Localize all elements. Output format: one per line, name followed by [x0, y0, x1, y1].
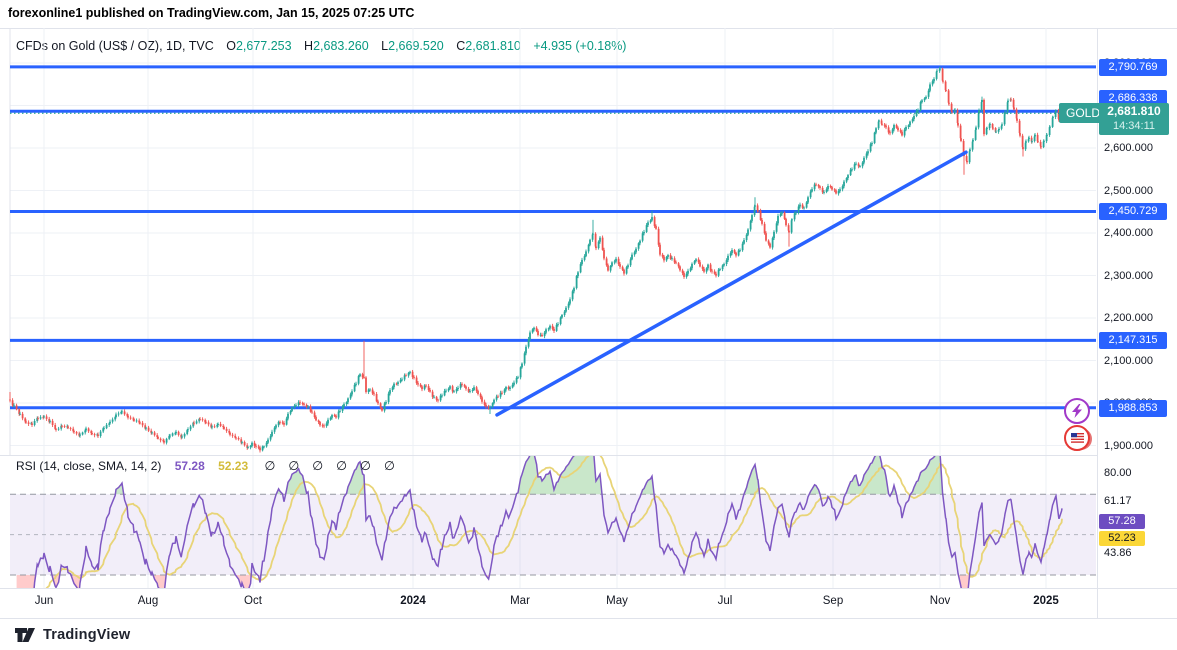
lightning-event-icon[interactable] [1064, 398, 1090, 424]
level-price-badge: 2,147.315 [1099, 332, 1167, 350]
price-change: +4.935 (+0.18%) [533, 39, 627, 53]
rsi-axis-80: 80.00 [1104, 467, 1132, 479]
symbol-info-bar[interactable]: CFDs on Gold (US$ / OZ), 1D, TVC O2,677.… [16, 39, 626, 53]
time-axis-separator [0, 588, 1177, 589]
rsi-axis-lower: 43.86 [1104, 547, 1132, 559]
rsi-title[interactable]: RSI (14, close, SMA, 14, 2) [16, 459, 162, 473]
rsi-null-glyph: ∅ [312, 459, 324, 473]
rsi-overbought-fill [115, 455, 943, 495]
rsi-null-glyph: ∅ [383, 459, 395, 473]
tradingview-logo-icon [15, 628, 35, 642]
ohlc-low: L2,669.520 [381, 39, 444, 53]
main-chart-canvas[interactable] [0, 28, 1097, 455]
rsi-null-glyph: ∅ [360, 459, 371, 473]
symbol-title[interactable]: CFDs on Gold (US$ / OZ), 1D, TVC [16, 39, 214, 53]
header-separator [0, 28, 1177, 29]
rsi-null-values: ∅ ∅ ∅ ∅ ∅ ∅ [251, 459, 394, 473]
time-axis-label: Sep [822, 595, 844, 607]
rsi-value-badge: 57.28 [1099, 514, 1145, 529]
time-axis-label: 2024 [400, 595, 426, 607]
time-axis[interactable]: Jun Aug Oct 2024 Mar May Jul Sep Nov 2025 [0, 589, 1097, 618]
rsi-axis-upper: 61.17 [1104, 495, 1132, 507]
price-tick-label: 2,100.000 [1104, 354, 1153, 367]
level-price-badge: 2,686.338 [1099, 90, 1167, 108]
price-axis-separator [1097, 28, 1098, 618]
time-axis-label: May [606, 595, 628, 607]
ohlc-close: C2,681.810 [456, 39, 521, 53]
time-axis-label: Aug [137, 595, 159, 607]
level-price-badge: 2,450.729 [1099, 203, 1167, 221]
pane-separator[interactable] [0, 455, 1097, 456]
price-tick-label: 2,600.000 [1104, 142, 1153, 154]
publish-attribution: forexonline1 published on TradingView.co… [8, 6, 415, 20]
rsi-ma-value: 52.23 [218, 459, 249, 473]
candlestick-series [9, 66, 1063, 453]
footer-separator [0, 618, 1177, 619]
rsi-null-glyph: ∅ [288, 459, 300, 473]
time-axis-label: Jul [717, 595, 733, 607]
price-tick-label: 1,900.000 [1104, 439, 1153, 452]
main-grid [9, 28, 1096, 455]
bar-countdown: 14:34:11 [1112, 120, 1155, 133]
tradingview-brand-text: TradingView [43, 627, 131, 643]
time-axis-label: Jun [34, 595, 54, 607]
series-symbol-tag: GOLD [1059, 103, 1108, 124]
time-axis-label: Oct [244, 595, 262, 607]
level-price-badge: 2,790.769 [1099, 58, 1167, 76]
us-flag-event-icon[interactable] [1064, 425, 1090, 451]
rsi-indicator-legend[interactable]: RSI (14, close, SMA, 14, 2) 57.28 52.23 … [16, 458, 395, 473]
time-axis-label: Mar [510, 595, 530, 607]
rsi-value: 57.28 [174, 459, 205, 473]
ohlc-high: H2,683.260 [304, 39, 369, 53]
current-price-badge: 2,681.810 14:34:11 [1099, 103, 1169, 136]
time-axis-label: 2025 [1033, 595, 1059, 607]
time-axis-label: Nov [929, 595, 951, 607]
price-tick-label: 2,300.000 [1104, 269, 1153, 282]
price-tick-label: 2,400.000 [1104, 227, 1153, 239]
rsi-line[interactable] [17, 455, 1063, 588]
level-price-badge: 1,988.853 [1099, 399, 1167, 417]
rsi-grid [43, 455, 1047, 588]
rsi-null-glyph: ∅ [336, 459, 348, 473]
price-tick-label: 2,200.000 [1104, 312, 1153, 324]
price-tick-label: 2,500.000 [1104, 184, 1153, 197]
rsi-pane-canvas[interactable] [0, 455, 1097, 588]
current-price-value: 2,681.810 [1107, 104, 1161, 119]
trendline[interactable] [495, 150, 968, 417]
rsi-ma-line[interactable] [43, 455, 1063, 588]
tradingview-footer-logo[interactable]: TradingView [14, 626, 130, 644]
rsi-ma-value-badge: 52.23 [1099, 531, 1145, 546]
ohlc-open: O2,677.253 [226, 39, 292, 53]
rsi-null-glyph: ∅ [264, 459, 276, 473]
